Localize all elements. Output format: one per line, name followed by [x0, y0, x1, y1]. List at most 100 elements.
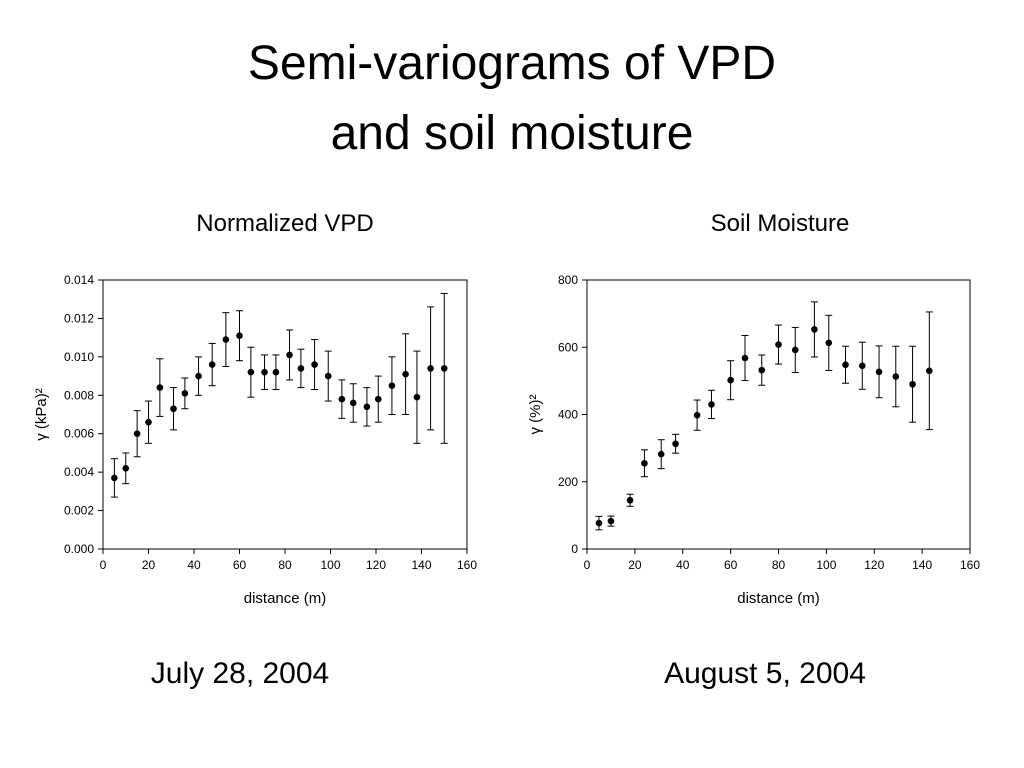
vpd-marker — [170, 405, 177, 413]
soil-marker — [775, 341, 782, 348]
vpd-data-point — [170, 387, 178, 431]
vpd-marker — [324, 372, 332, 380]
vpd-marker — [272, 368, 280, 376]
vpd-marker — [338, 395, 346, 403]
vpd-data-point — [374, 375, 382, 423]
vpd-marker — [286, 351, 293, 359]
vpd-data-point — [156, 358, 164, 417]
vpd-x-tick-label: 120 — [366, 558, 386, 572]
vpd-y-tick-label: 0.004 — [64, 465, 94, 479]
soil-data-point — [875, 345, 883, 399]
vpd-data-point — [208, 342, 216, 387]
vpd-marker — [247, 368, 255, 376]
vpd-x-tick-label: 60 — [233, 558, 247, 572]
vpd-marker — [363, 403, 371, 411]
soil-marker — [791, 346, 799, 354]
soil-x-tick-label: 140 — [912, 558, 932, 572]
vpd-data-point — [440, 292, 448, 444]
vpd-marker — [440, 365, 448, 372]
soil-chart-title: Soil Moisture — [710, 210, 850, 237]
vpd-marker — [122, 465, 130, 472]
soil-data-point — [842, 345, 850, 384]
soil-x-tick-label: 0 — [584, 558, 591, 572]
vpd-data-point — [402, 333, 410, 415]
soil-data-point — [791, 326, 799, 373]
soil-data-point — [909, 345, 917, 423]
soil-data-point — [892, 345, 900, 408]
vpd-marker — [374, 395, 382, 403]
soil-marker — [727, 376, 734, 384]
vpd-marker — [236, 332, 243, 340]
soil-data-point — [775, 324, 782, 365]
vpd-y-axis-label: γ (kPa)² — [33, 388, 50, 441]
soil-data-point — [925, 311, 933, 431]
left-date-label: July 28, 2004 — [150, 657, 330, 690]
soil-marker — [926, 367, 933, 375]
soil-marker — [693, 411, 701, 419]
vpd-x-tick-label: 0 — [100, 558, 107, 572]
soil-marker — [858, 362, 866, 370]
vpd-x-axis-label: distance (m) — [244, 590, 327, 607]
vpd-plot-frame — [102, 279, 468, 550]
vpd-y-tick-label: 0.010 — [64, 350, 94, 364]
vpd-data-point — [222, 312, 230, 367]
soil-y-tick-label: 400 — [558, 408, 578, 422]
soil-marker — [811, 326, 818, 333]
slide-title-line2: and soil moisture — [330, 107, 694, 160]
vpd-chart-title: Normalized VPD — [196, 210, 374, 237]
vpd-data-point — [388, 356, 396, 415]
vpd-marker — [388, 382, 396, 389]
vpd-marker — [311, 361, 318, 368]
soil-marker — [708, 401, 715, 408]
soil-x-axis-label: distance (m) — [737, 590, 820, 607]
vpd-y-tick-label: 0.014 — [64, 273, 94, 287]
soil-data-point — [672, 433, 680, 454]
vpd-data-point — [297, 348, 305, 389]
vpd-marker — [413, 393, 421, 401]
vpd-data-point — [286, 329, 294, 381]
soil-marker — [892, 373, 900, 380]
vpd-data-point — [122, 452, 130, 485]
soil-data-point — [707, 389, 715, 420]
soil-data-point — [741, 334, 749, 382]
soil-marker — [758, 366, 766, 374]
soil-x-tick-label: 120 — [864, 558, 884, 572]
soil-marker — [842, 361, 849, 369]
slide-title-line1: Semi-variograms of VPD — [247, 37, 777, 90]
vpd-x-tick-label: 40 — [187, 558, 201, 572]
vpd-y-tick-label: 0.002 — [64, 504, 94, 518]
soil-marker — [672, 440, 679, 448]
soil-marker — [909, 380, 916, 388]
vpd-y-tick-label: 0.008 — [64, 388, 94, 402]
vpd-marker — [208, 361, 216, 368]
vpd-marker — [145, 418, 152, 426]
vpd-marker — [156, 384, 164, 391]
vpd-data-point — [338, 379, 346, 419]
soil-y-axis-label: γ (%)² — [527, 395, 544, 435]
soil-marker — [825, 339, 833, 347]
vpd-x-tick-label: 160 — [457, 558, 477, 572]
vpd-y-tick-label: 0.006 — [64, 427, 94, 441]
vpd-data-point — [272, 354, 280, 391]
vpd-x-tick-label: 100 — [320, 558, 340, 572]
vpd-data-point — [145, 400, 152, 444]
vpd-data-point — [324, 350, 332, 402]
vpd-data-point — [181, 377, 189, 410]
vpd-data-point — [349, 383, 357, 423]
vpd-marker — [297, 365, 305, 372]
soil-marker — [657, 450, 665, 458]
vpd-data-point — [363, 387, 371, 427]
vpd-data-point — [413, 350, 421, 444]
soil-data-point — [595, 515, 603, 531]
vpd-marker — [349, 399, 357, 407]
vpd-x-tick-label: 80 — [278, 558, 292, 572]
vpd-y-tick-label: 0.012 — [64, 311, 94, 325]
soil-x-tick-label: 100 — [816, 558, 836, 572]
vpd-marker — [402, 370, 409, 378]
soil-marker — [741, 354, 749, 362]
vpd-data-point — [236, 310, 243, 362]
vpd-marker — [181, 390, 189, 397]
vpd-marker — [111, 474, 118, 482]
vpd-data-point — [195, 356, 203, 396]
